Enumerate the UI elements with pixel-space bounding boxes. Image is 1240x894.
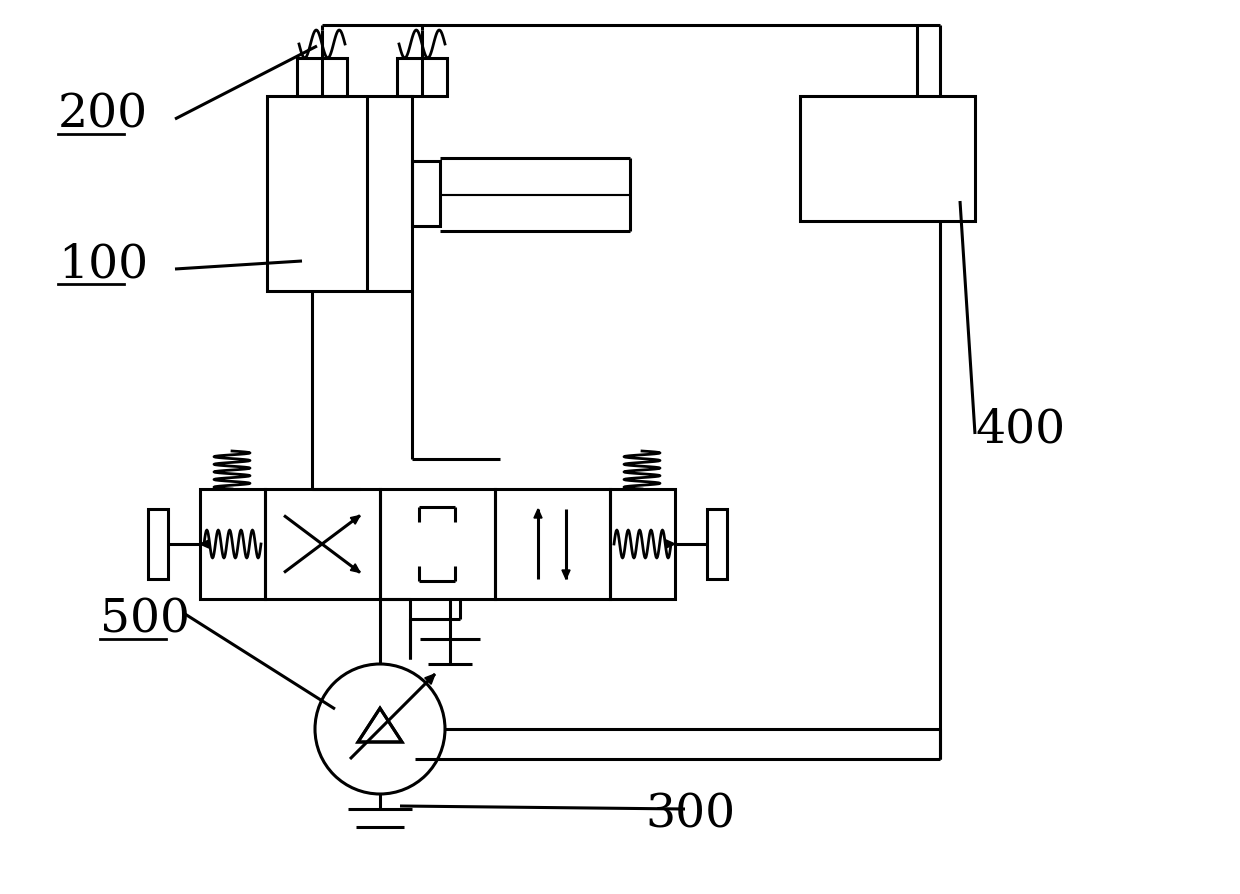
Bar xyxy=(707,510,727,579)
Text: 500: 500 xyxy=(100,596,190,642)
Polygon shape xyxy=(666,540,675,548)
Text: 100: 100 xyxy=(58,242,148,287)
Bar xyxy=(397,59,446,97)
Bar xyxy=(267,97,412,291)
Polygon shape xyxy=(351,516,360,525)
Bar xyxy=(800,97,975,222)
Bar xyxy=(148,510,167,579)
Bar xyxy=(265,489,379,599)
Polygon shape xyxy=(425,674,435,685)
Text: 200: 200 xyxy=(58,92,148,138)
Polygon shape xyxy=(351,564,360,573)
Polygon shape xyxy=(534,510,542,519)
Bar xyxy=(412,162,440,227)
Polygon shape xyxy=(562,570,570,579)
Bar xyxy=(610,489,675,599)
Bar xyxy=(298,59,347,97)
Bar xyxy=(200,489,265,599)
Polygon shape xyxy=(200,540,210,548)
Bar xyxy=(379,489,495,599)
Text: 300: 300 xyxy=(645,791,735,837)
Bar xyxy=(495,489,610,599)
Text: 400: 400 xyxy=(975,407,1065,452)
